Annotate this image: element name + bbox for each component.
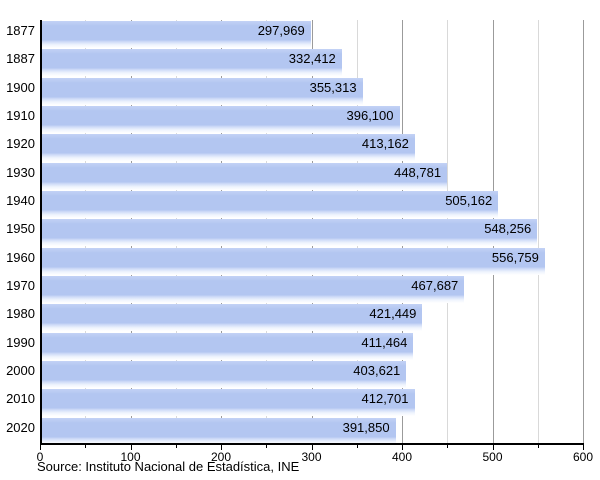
bar: 403,621	[41, 361, 407, 388]
x-tick-label: 300	[301, 450, 322, 464]
bar: 448,781	[41, 162, 448, 190]
y-axis-label: 2000	[6, 363, 35, 378]
bar-value-label: 396,100	[346, 108, 394, 123]
bar: 355,313	[41, 77, 363, 105]
bar-value-label: 297,969	[257, 23, 305, 38]
plot-area: 297,969 332,412 355,313 396,100 413,162 448,7…	[40, 20, 584, 445]
x-tick-label: 0	[36, 450, 44, 464]
x-tick-major	[583, 445, 584, 450]
bar-value-label: 467,687	[411, 278, 459, 293]
x-tick-minor	[175, 445, 177, 448]
x-tick-major	[40, 445, 41, 450]
y-axis-label: 1960	[6, 249, 35, 265]
bar: 505,162	[41, 191, 499, 218]
bar-value-label: 548,256	[484, 221, 532, 237]
y-axis-label: 1877	[6, 23, 35, 38]
x-tick-minor	[447, 445, 449, 448]
bar: 391,850	[41, 417, 396, 445]
x-tick-label: 600	[572, 450, 594, 464]
bar-value-label: 421,449	[369, 306, 417, 322]
y-axis-label: 2020	[6, 419, 35, 435]
bar: 421,449	[41, 304, 423, 332]
gridline-major	[583, 20, 584, 445]
bar-value-label: 505,162	[445, 193, 493, 208]
bar: 548,256	[41, 219, 538, 247]
bar: 413,162	[41, 134, 415, 162]
x-axis-line	[40, 443, 584, 445]
y-axis-label: 1950	[6, 221, 35, 237]
bar-value-label: 355,313	[309, 79, 357, 95]
bar-value-label: 403,621	[353, 363, 401, 378]
x-tick-major	[492, 445, 494, 450]
bar: 556,759	[41, 247, 545, 275]
y-axis-label: 1900	[6, 79, 35, 95]
x-tick-major	[402, 445, 403, 450]
gridline-minor	[537, 20, 539, 445]
y-axis-label: 1910	[6, 108, 35, 123]
y-axis-label: 1980	[6, 306, 35, 322]
bar-value-label: 412,701	[361, 391, 409, 407]
x-tick-minor	[85, 445, 87, 448]
y-axis-label: 2010	[6, 391, 35, 407]
x-tick-label: 100	[120, 450, 141, 464]
bar: 396,100	[41, 106, 400, 133]
y-axis-label: 1970	[6, 278, 35, 293]
bar: 411,464	[41, 332, 414, 360]
bar: 412,701	[41, 389, 415, 417]
x-tick-major	[130, 445, 132, 450]
x-tick-label: 500	[482, 450, 503, 464]
y-axis-label: 1887	[6, 51, 35, 67]
bar: 332,412	[41, 49, 342, 77]
bar-value-label: 448,781	[394, 164, 442, 180]
x-tick-major	[311, 445, 313, 450]
x-tick-minor	[266, 445, 268, 448]
bar-value-label: 413,162	[361, 136, 409, 152]
bar-value-label: 411,464	[361, 334, 408, 350]
x-tick-minor	[537, 445, 539, 448]
y-axis-line	[40, 20, 42, 445]
y-axis-label: 1990	[6, 334, 35, 350]
y-axis-label: 1940	[6, 193, 35, 208]
x-tick-major	[221, 445, 222, 450]
bar-value-label: 332,412	[288, 51, 336, 67]
bar: 297,969	[41, 21, 311, 48]
bar: 467,687	[41, 276, 465, 303]
source-caption: Source: Instituto Nacional de Estadístic…	[37, 459, 300, 474]
bar-value-label: 391,850	[342, 419, 390, 435]
x-tick-label: 200	[210, 450, 232, 464]
x-tick-label: 400	[391, 450, 413, 464]
x-tick-minor	[356, 445, 358, 448]
bar-value-label: 556,759	[491, 249, 539, 265]
y-axis-label: 1920	[6, 136, 35, 152]
y-axis-label: 1930	[6, 164, 35, 180]
